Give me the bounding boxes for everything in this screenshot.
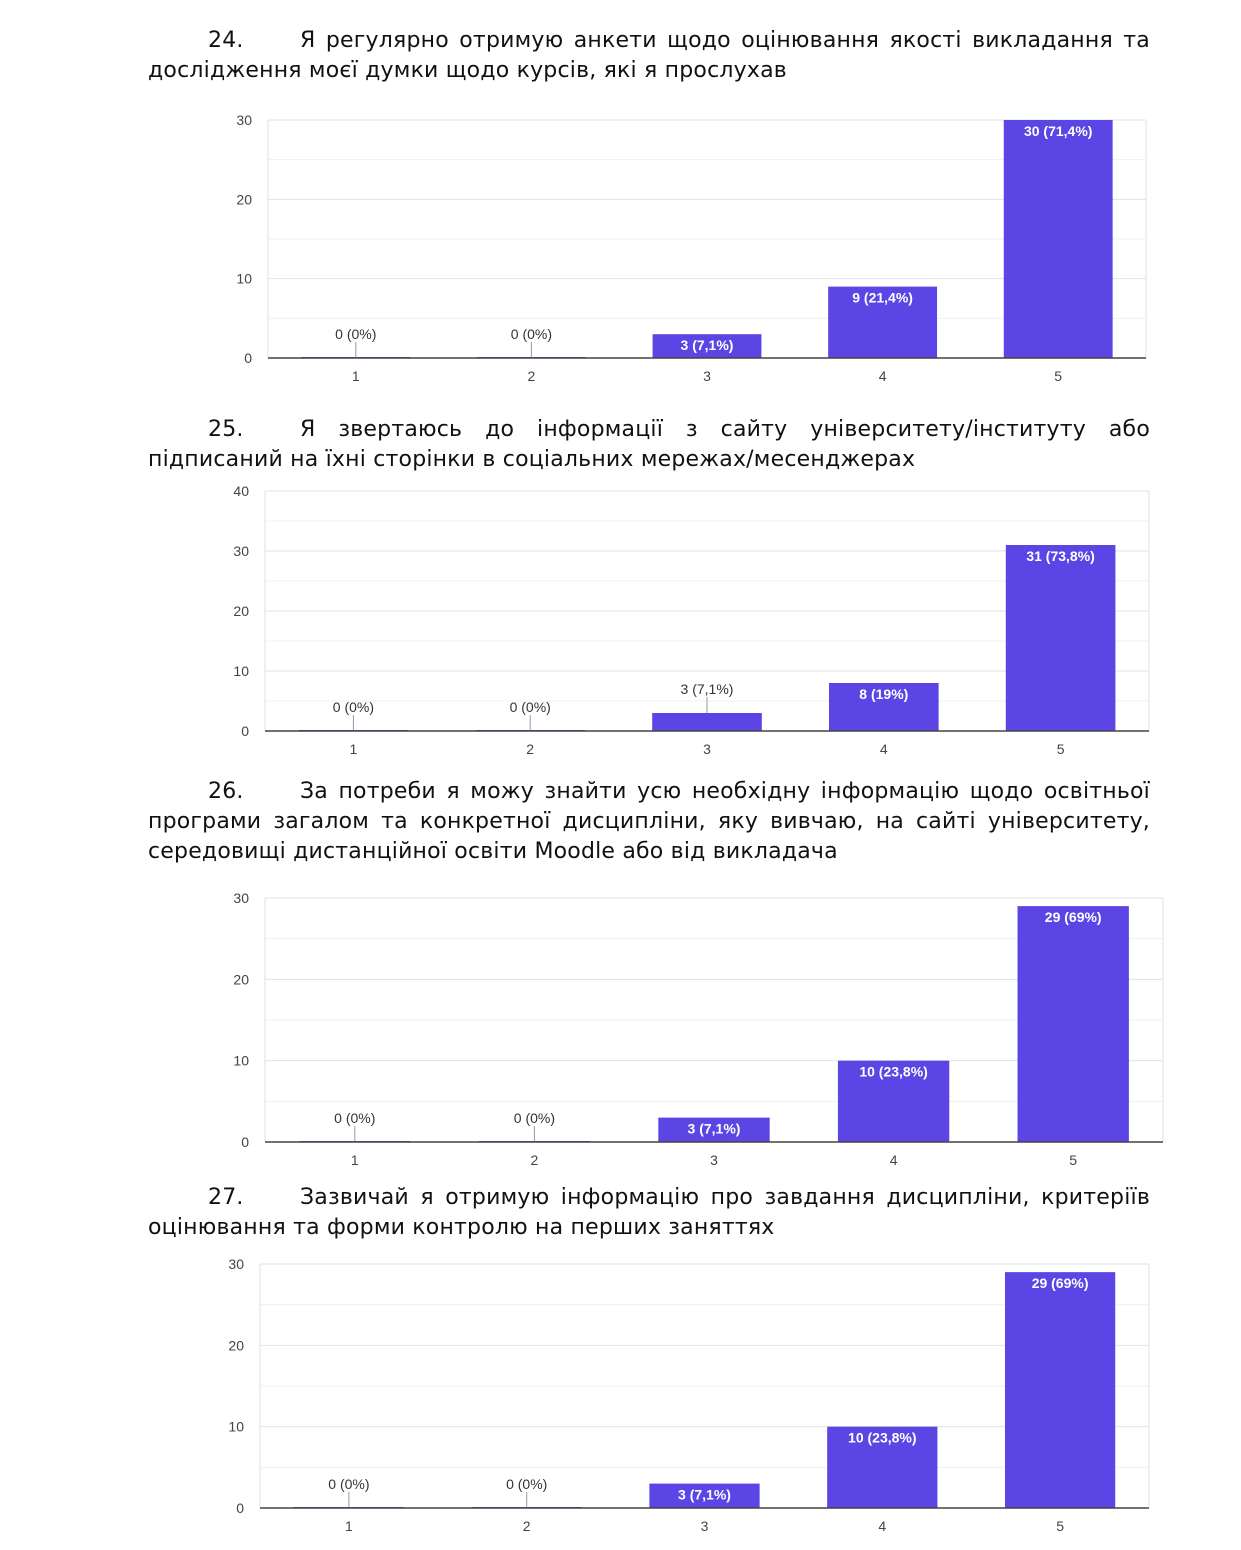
x-tick-label: 3 <box>703 368 711 384</box>
question-number: 25. <box>208 417 244 442</box>
data-label: 3 (7,1%) <box>678 1487 731 1503</box>
question-25: 25. Я звертаюсь до інформації з сайту уні… <box>148 415 1150 475</box>
data-label: 30 (71,4%) <box>1024 123 1092 139</box>
bar <box>658 1117 770 1142</box>
data-label: 29 (69%) <box>1032 1275 1089 1291</box>
bar <box>1017 906 1129 1142</box>
data-label: 3 (7,1%) <box>681 337 734 353</box>
chart-27: 0 10 20 30 0 (0%) 1 0 (0%) 2 3 (7,1%) 3 10 (23,8%)… <box>0 1250 1241 1540</box>
bar <box>652 334 762 358</box>
y-tick-label: 20 <box>228 1337 244 1353</box>
bar <box>828 683 939 731</box>
data-label: 10 (23,8%) <box>859 1064 927 1080</box>
x-tick-label: 5 <box>1069 1152 1077 1168</box>
y-tick-label: 30 <box>236 112 252 128</box>
data-label: 0 (0%) <box>514 1110 555 1126</box>
bar <box>1003 120 1113 358</box>
y-tick-label: 20 <box>233 603 249 619</box>
question-26: 26. За потреби я можу знайти усю необхідн… <box>148 777 1150 867</box>
y-tick-label: 10 <box>233 1053 249 1069</box>
y-tick-label: 0 <box>236 1500 244 1516</box>
y-tick-label: 30 <box>233 543 249 559</box>
question-number: 26. <box>208 779 244 804</box>
chart-26: 0 10 20 30 0 (0%) 1 0 (0%) 2 3 (7,1%) 3 10 (23,8%)… <box>0 885 1241 1175</box>
x-tick-label: 3 <box>710 1152 718 1168</box>
bar-chart: 0 10 20 30 0 (0%) 1 0 (0%) 2 3 (7,1%) 3 10 (23,8%)… <box>233 890 1164 1168</box>
x-tick-label: 4 <box>878 1518 886 1534</box>
y-tick-label: 40 <box>233 483 249 499</box>
x-tick-label: 4 <box>879 368 887 384</box>
x-tick-label: 2 <box>523 1518 531 1534</box>
data-label: 8 (19%) <box>859 686 908 702</box>
x-tick-label: 4 <box>880 741 888 757</box>
x-tick-label: 3 <box>701 1518 709 1534</box>
x-tick-label: 1 <box>352 368 360 384</box>
question-text: Я регулярно отримую анкети щодо оцінюван… <box>148 28 1150 83</box>
y-tick-label: 10 <box>228 1419 244 1435</box>
y-tick-label: 0 <box>241 723 249 739</box>
bar <box>649 1483 760 1508</box>
x-tick-label: 1 <box>350 741 358 757</box>
bar <box>837 1060 950 1142</box>
y-tick-label: 10 <box>236 271 252 287</box>
chart-24: 0 10 20 30 0 (0%) 1 0 (0%) 2 3 (7,1%) 3 9 (21,4%) 4… <box>0 108 1241 388</box>
x-tick-label: 5 <box>1056 1518 1064 1534</box>
question-number: 24. <box>208 28 244 53</box>
bar <box>1004 1272 1116 1508</box>
data-label: 0 (0%) <box>328 1476 369 1492</box>
chart-25: 0 10 20 30 40 0 (0%) 1 0 (0%) 2 3 (7,1%) 3 8 (19%) 4… <box>0 480 1241 765</box>
x-tick-label: 1 <box>351 1152 359 1168</box>
bar <box>828 286 938 358</box>
data-label: 3 (7,1%) <box>688 1121 741 1137</box>
data-label: 0 (0%) <box>334 1110 375 1126</box>
data-label: 3 (7,1%) <box>681 681 734 697</box>
y-tick-label: 20 <box>233 971 249 987</box>
question-text: За потреби я можу знайти усю необхідну і… <box>148 779 1150 864</box>
data-label: 0 (0%) <box>506 1476 547 1492</box>
x-tick-label: 2 <box>528 368 536 384</box>
bar <box>1005 545 1116 731</box>
bar-chart: 0 10 20 30 0 (0%) 1 0 (0%) 2 3 (7,1%) 3 10 (23,8%)… <box>228 1256 1150 1534</box>
data-label: 0 (0%) <box>510 699 551 715</box>
y-tick-label: 10 <box>233 663 249 679</box>
data-label: 0 (0%) <box>511 326 552 342</box>
data-label: 0 (0%) <box>335 326 376 342</box>
bar <box>827 1426 938 1508</box>
x-tick-label: 2 <box>526 741 534 757</box>
data-label: 9 (21,4%) <box>852 290 913 306</box>
x-tick-label: 5 <box>1054 368 1062 384</box>
question-text: Я звертаюсь до інформації з сайту універ… <box>148 417 1150 472</box>
question-27: 27. Зазвичай я отримую інформацію про зав… <box>148 1183 1150 1243</box>
data-label: 0 (0%) <box>333 699 374 715</box>
x-tick-label: 1 <box>345 1518 353 1534</box>
y-tick-label: 30 <box>228 1256 244 1272</box>
bar-chart: 0 10 20 30 40 0 (0%) 1 0 (0%) 2 3 (7,1%) 3 8 (19%) 4… <box>233 483 1150 757</box>
data-label: 31 (73,8%) <box>1026 548 1094 564</box>
y-tick-label: 0 <box>244 350 252 366</box>
y-tick-label: 30 <box>233 890 249 906</box>
question-24: 24. Я регулярно отримую анкети щодо оціню… <box>148 26 1150 86</box>
x-tick-label: 2 <box>531 1152 539 1168</box>
question-number: 27. <box>208 1185 244 1210</box>
question-text: Зазвичай я отримую інформацію про завдан… <box>148 1185 1150 1240</box>
data-label: 29 (69%) <box>1045 909 1102 925</box>
y-tick-label: 20 <box>236 191 252 207</box>
y-tick-label: 0 <box>241 1134 249 1150</box>
x-tick-label: 4 <box>890 1152 898 1168</box>
data-label: 10 (23,8%) <box>848 1430 916 1446</box>
bar-chart: 0 10 20 30 0 (0%) 1 0 (0%) 2 3 (7,1%) 3 9 (21,4%) 4… <box>236 112 1147 384</box>
bar <box>652 713 762 731</box>
x-tick-label: 3 <box>703 741 711 757</box>
x-tick-label: 5 <box>1057 741 1065 757</box>
